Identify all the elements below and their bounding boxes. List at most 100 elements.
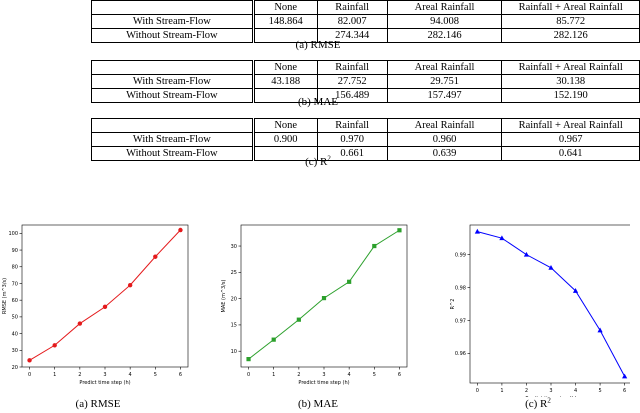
table-cell: 282.126 — [501, 28, 640, 43]
x-tick-label: 1 — [272, 372, 275, 378]
table-cell: Without Stream-Flow — [91, 146, 255, 161]
y-tick-label: 40 — [12, 331, 18, 337]
data-point — [523, 251, 530, 257]
table-header-row: None Rainfall Areal Rainfall Rainfall + … — [91, 60, 640, 75]
data-point — [321, 296, 327, 301]
table-cell: 157.497 — [386, 88, 503, 103]
x-tick-label: 4 — [129, 372, 132, 378]
x-tick-label: 2 — [78, 372, 81, 378]
data-point — [52, 343, 57, 348]
table-cell: 43.188 — [252, 74, 318, 89]
r2-line-chart: 0.96 0.97 0.98 0.99 0 1 2 3 4 5 6 Predict time step… — [450, 224, 630, 397]
table-cell: None — [252, 60, 318, 75]
table-row: Without Stream-Flow 274.344 282.146 282.… — [91, 28, 640, 43]
table-row: With Stream-Flow 43.188 27.752 29.751 30… — [91, 74, 640, 89]
mae-line-chart: 10 15 20 25 30 0 1 2 3 4 5 6 Predict time step (h) MA… — [221, 224, 408, 386]
x-tick-label: 1 — [53, 372, 56, 378]
table-cell: With Stream-Flow — [91, 132, 255, 147]
table-cell: 0.970 — [316, 132, 388, 147]
x-tick-label: 5 — [598, 388, 601, 394]
table-header-row: None Rainfall Areal Rainfall Rainfall + … — [91, 118, 640, 133]
data-point — [271, 337, 276, 342]
x-tick-label: 0 — [476, 388, 479, 394]
y-axis-label: R^2 — [450, 299, 456, 310]
x-tick-label: 6 — [623, 388, 626, 394]
y-tick-label: 50 — [12, 315, 18, 321]
y-tick-label: 25 — [231, 270, 237, 276]
data-point — [499, 235, 505, 241]
data-point — [246, 357, 251, 362]
table-cell: 27.752 — [316, 74, 388, 89]
y-tick-label: 30 — [12, 348, 18, 354]
y-tick-label: 80 — [12, 265, 18, 271]
table-cell: Without Stream-Flow — [91, 88, 255, 103]
table-cell: Areal Rainfall — [386, 118, 503, 133]
mae-table: None Rainfall Areal Rainfall Rainfall + … — [91, 60, 640, 103]
data-point — [597, 327, 603, 333]
x-tick-label: 6 — [179, 372, 182, 378]
y-axis-label: MAE (m^3/s) — [221, 279, 227, 312]
table-cell: 82.007 — [316, 14, 388, 29]
series-line — [477, 231, 626, 377]
x-tick-label: 1 — [500, 388, 503, 394]
table-cell — [91, 0, 255, 15]
table-cell: 152.190 — [501, 88, 640, 103]
y-tick-label: 100 — [8, 231, 18, 237]
x-tick-label: 5 — [373, 372, 376, 378]
data-point — [296, 317, 301, 322]
x-tick-label: 0 — [247, 372, 250, 378]
y-tick-label: 0.97 — [455, 318, 466, 324]
x-axis-label: Predict time step (h) — [525, 396, 576, 397]
x-tick-label: 5 — [154, 372, 157, 378]
data-point — [127, 282, 133, 288]
data-point — [548, 264, 554, 270]
table-cell: Rainfall — [316, 60, 388, 75]
y-axis-label: RMSE (m^3/s) — [2, 278, 8, 314]
y-tick-label: 20 — [231, 296, 237, 302]
caption-superscript: 2 — [327, 154, 331, 163]
y-tick-label: 0.99 — [455, 252, 466, 258]
table-row: With Stream-Flow 0.900 0.970 0.960 0.967 — [91, 132, 640, 147]
table-cell: 0.641 — [501, 146, 640, 161]
table-cell: 0.967 — [501, 132, 640, 147]
table-header-row: None Rainfall Areal Rainfall Rainfall + … — [91, 0, 640, 15]
x-tick-label: 0 — [28, 372, 31, 378]
table-cell: 0.960 — [386, 132, 503, 147]
data-point — [153, 254, 158, 259]
table-cell: 274.344 — [316, 28, 388, 43]
table-cell: Rainfall — [316, 0, 388, 15]
x-tick-label: 3 — [549, 388, 552, 394]
data-point — [474, 228, 480, 234]
y-tick-label: 70 — [12, 281, 18, 287]
caption-text: (c) R — [305, 156, 328, 168]
rmse-table: None Rainfall Areal Rainfall Rainfall + … — [91, 0, 640, 43]
series-line — [29, 229, 181, 361]
table-cell: 0.639 — [386, 146, 503, 161]
table-cell: 30.138 — [501, 74, 640, 89]
data-point — [77, 321, 83, 326]
x-axis-label: Predict time step (h) — [298, 380, 349, 386]
table-caption-rmse: (a) RMSE — [295, 39, 341, 51]
y-tick-label: 0.98 — [455, 285, 466, 291]
table-cell: 156.489 — [316, 88, 388, 103]
table-cell: None — [252, 118, 318, 133]
y-tick-label: 10 — [231, 349, 237, 355]
table-cell: 85.772 — [501, 14, 640, 29]
table-row: Without Stream-Flow 156.489 157.497 152.… — [91, 88, 640, 103]
x-tick-label: 3 — [322, 372, 325, 378]
table-cell: 29.751 — [386, 74, 503, 89]
plot-frame — [469, 224, 630, 384]
data-point — [102, 304, 108, 310]
figure-caption-r2: (c) R2 — [478, 397, 598, 411]
table-caption-r2: (c) R2 — [91, 154, 545, 169]
table-cell: Rainfall — [316, 118, 388, 133]
table-cell: None — [252, 0, 318, 15]
data-point — [178, 227, 183, 233]
caption-text: (c) R — [525, 398, 548, 410]
plot-frame — [21, 224, 189, 368]
table-cell: 94.008 — [386, 14, 503, 29]
table-cell: Rainfall + Areal Rainfall — [501, 60, 640, 75]
table-cell: Areal Rainfall — [386, 60, 503, 75]
series-line — [248, 229, 400, 360]
table-cell: Rainfall + Areal Rainfall — [501, 118, 640, 133]
